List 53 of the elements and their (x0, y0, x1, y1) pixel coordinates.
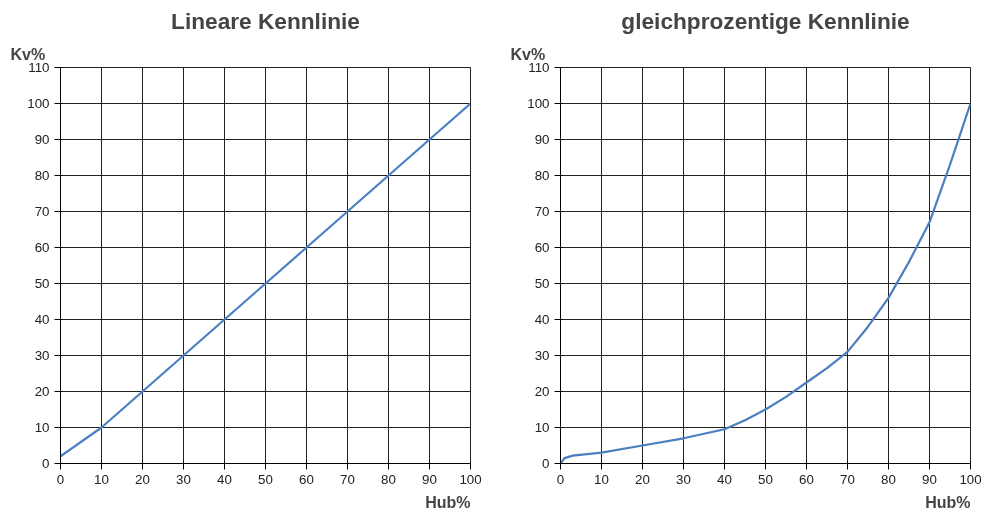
x-tick-label: 40 (217, 471, 232, 487)
y-tick-label: 90 (34, 132, 50, 147)
x-tick-label: 70 (840, 471, 855, 487)
x-axis-title: Hub% (425, 493, 471, 511)
x-tick-label: 100 (959, 471, 982, 487)
y-tick-label: 0 (542, 456, 550, 471)
y-tick-label: 80 (34, 168, 50, 183)
y-tick-label: 60 (34, 240, 50, 255)
y-axis-title: Kv% (510, 45, 546, 63)
y-tick-label: 30 (534, 348, 550, 363)
x-tick-label: 60 (299, 471, 314, 487)
y-tick-label: 90 (534, 132, 550, 147)
x-tick-label: 50 (758, 471, 773, 487)
chart-title: Lineare Kennlinie (171, 7, 360, 34)
x-tick-label: 80 (381, 471, 396, 487)
y-tick-label: 50 (534, 276, 550, 291)
x-tick-label: 0 (556, 471, 565, 487)
x-tick-label: 10 (594, 471, 609, 487)
y-tick-label: 80 (534, 168, 550, 183)
y-tick-label: 60 (534, 240, 550, 255)
line-series (60, 102, 471, 458)
y-tick-label: 10 (534, 420, 550, 435)
x-tick-label: 90 (422, 471, 437, 487)
x-tick-label: 70 (340, 471, 355, 487)
x-tick-label: 40 (717, 471, 732, 487)
x-axis-title: Hub% (925, 493, 971, 511)
y-axis-title: Kv% (10, 45, 46, 63)
x-tick-label: 90 (922, 471, 937, 487)
y-tick-label: 0 (42, 456, 50, 471)
x-tick-label: 50 (258, 471, 273, 487)
y-tick-label: 50 (34, 276, 50, 291)
x-tick-label: 30 (176, 471, 191, 487)
x-tick-label: 100 (459, 471, 482, 487)
y-tick-label: 100 (27, 96, 50, 111)
x-tick-label: 20 (635, 471, 650, 487)
y-tick-label: 20 (534, 384, 550, 399)
x-tick-label: 20 (135, 471, 150, 487)
y-tick-label: 40 (34, 312, 50, 327)
x-tick-label: 80 (881, 471, 896, 487)
y-tick-label: 70 (34, 204, 50, 219)
x-tick-label: 10 (94, 471, 109, 487)
chart-title: gleichprozentige Kennlinie (621, 7, 910, 34)
x-tick-label: 30 (676, 471, 691, 487)
x-tick-label: 60 (799, 471, 814, 487)
y-tick-label: 70 (534, 204, 550, 219)
y-tick-label: 10 (34, 420, 50, 435)
y-tick-label: 40 (534, 312, 550, 327)
y-tick-label: 110 (28, 60, 50, 75)
y-tick-label: 110 (528, 60, 550, 75)
x-tick-label: 0 (56, 471, 65, 487)
y-tick-label: 30 (34, 348, 50, 363)
y-tick-label: 100 (527, 96, 550, 111)
y-tick-label: 20 (34, 384, 50, 399)
